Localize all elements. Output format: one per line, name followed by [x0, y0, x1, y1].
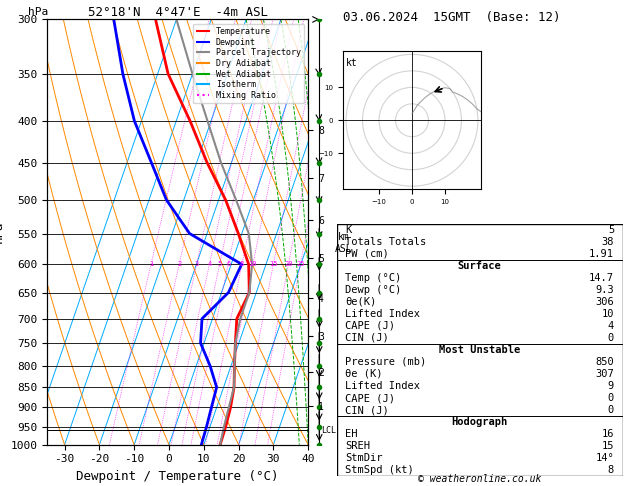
Text: 10: 10 — [601, 309, 614, 319]
Text: 3: 3 — [194, 261, 199, 267]
Text: 4: 4 — [608, 321, 614, 331]
Text: StmDir: StmDir — [345, 453, 382, 463]
Text: CIN (J): CIN (J) — [345, 405, 389, 415]
Text: Lifted Index: Lifted Index — [345, 309, 420, 319]
Text: StmSpd (kt): StmSpd (kt) — [345, 465, 414, 475]
Y-axis label: km
ASL: km ASL — [335, 232, 352, 254]
Text: 850: 850 — [596, 357, 614, 367]
Text: 2: 2 — [177, 261, 181, 267]
Text: kt: kt — [346, 58, 358, 68]
Text: 5: 5 — [608, 225, 614, 235]
Text: 16: 16 — [601, 429, 614, 439]
Text: 0: 0 — [608, 393, 614, 403]
Text: 25: 25 — [296, 261, 304, 267]
Text: 8: 8 — [608, 465, 614, 475]
X-axis label: Dewpoint / Temperature (°C): Dewpoint / Temperature (°C) — [77, 470, 279, 483]
Text: 9: 9 — [608, 381, 614, 391]
Text: 6: 6 — [226, 261, 230, 267]
Text: 307: 307 — [596, 369, 614, 379]
Text: 5: 5 — [218, 261, 222, 267]
Text: θe (K): θe (K) — [345, 369, 382, 379]
Text: 15: 15 — [601, 441, 614, 451]
Title: 52°18'N  4°47'E  -4m ASL: 52°18'N 4°47'E -4m ASL — [87, 6, 268, 19]
Text: 0: 0 — [608, 405, 614, 415]
Text: 306: 306 — [596, 297, 614, 307]
Text: 14.7: 14.7 — [589, 273, 614, 283]
Text: 8: 8 — [240, 261, 244, 267]
Text: 15: 15 — [269, 261, 277, 267]
Text: K: K — [345, 225, 352, 235]
Text: SREH: SREH — [345, 441, 370, 451]
Text: 1: 1 — [149, 261, 153, 267]
Text: 20: 20 — [284, 261, 292, 267]
Text: EH: EH — [345, 429, 358, 439]
Text: PW (cm): PW (cm) — [345, 249, 389, 259]
Text: Pressure (mb): Pressure (mb) — [345, 357, 426, 367]
Text: CIN (J): CIN (J) — [345, 333, 389, 343]
Text: 14°: 14° — [596, 453, 614, 463]
Text: Dewp (°C): Dewp (°C) — [345, 285, 401, 295]
Text: 4: 4 — [208, 261, 211, 267]
Text: θe(K): θe(K) — [345, 297, 376, 307]
Text: Most Unstable: Most Unstable — [439, 345, 520, 355]
Text: CAPE (J): CAPE (J) — [345, 321, 395, 331]
Text: LCL: LCL — [321, 426, 336, 435]
Text: CAPE (J): CAPE (J) — [345, 393, 395, 403]
Y-axis label: hPa: hPa — [0, 221, 5, 243]
Text: 10: 10 — [248, 261, 257, 267]
Text: Hodograph: Hodograph — [452, 417, 508, 427]
Text: 38: 38 — [601, 237, 614, 246]
Text: 03.06.2024  15GMT  (Base: 12): 03.06.2024 15GMT (Base: 12) — [343, 11, 560, 24]
Text: Totals Totals: Totals Totals — [345, 237, 426, 246]
Text: Temp (°C): Temp (°C) — [345, 273, 401, 283]
Legend: Temperature, Dewpoint, Parcel Trajectory, Dry Adiabat, Wet Adiabat, Isotherm, Mi: Temperature, Dewpoint, Parcel Trajectory… — [193, 24, 304, 103]
Text: hPa: hPa — [28, 7, 48, 17]
Text: 0: 0 — [608, 333, 614, 343]
Text: © weatheronline.co.uk: © weatheronline.co.uk — [418, 473, 542, 484]
Text: 1.91: 1.91 — [589, 249, 614, 259]
Text: Lifted Index: Lifted Index — [345, 381, 420, 391]
Text: 9.3: 9.3 — [596, 285, 614, 295]
Text: Surface: Surface — [458, 260, 501, 271]
